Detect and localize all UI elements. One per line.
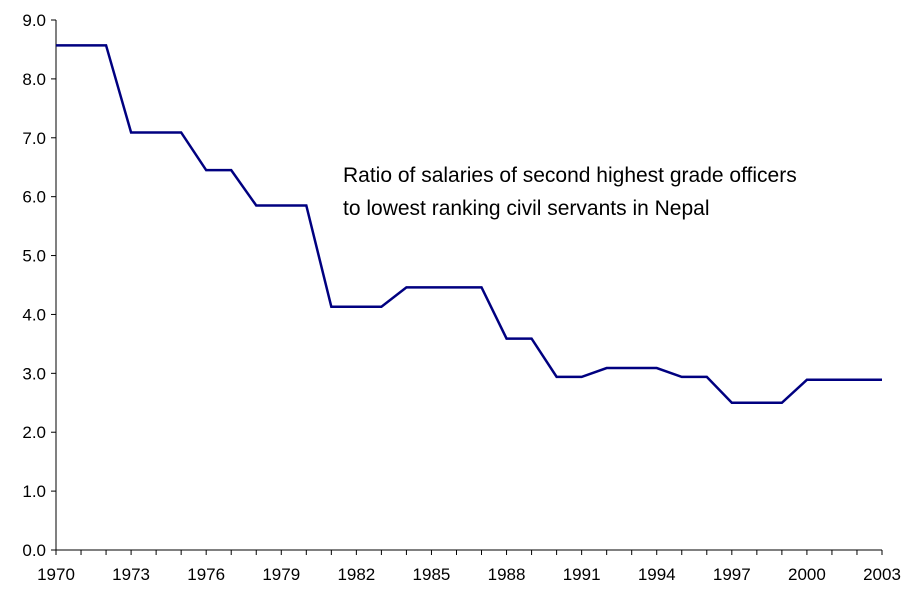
y-tick-label: 0.0 (22, 541, 46, 560)
y-tick-label: 3.0 (22, 364, 46, 383)
x-tick-label: 1988 (488, 565, 526, 584)
x-axis: 1970 1973 1976 1979 1982 1985 1988 1991 1994 1997… (37, 549, 901, 584)
series-group (56, 44, 882, 405)
y-tick-label: 9.0 (22, 11, 46, 30)
x-tick-label: 1970 (37, 565, 75, 584)
y-tick-label: 8.0 (22, 70, 46, 89)
series-line (56, 44, 882, 405)
y-axis: 0.0 1.0 2.0 3.0 4.0 5.0 6.0 7.0 8.0 9.0 (22, 11, 57, 560)
y-tick-label: 6.0 (22, 188, 46, 207)
annotation-line-1: Ratio of salaries of second highest grad… (343, 164, 797, 187)
y-tick-label: 4.0 (22, 305, 46, 324)
x-tick-label: 1991 (563, 565, 601, 584)
y-tick-label: 2.0 (22, 423, 46, 442)
x-tick-label: 2000 (788, 565, 826, 584)
x-tick-label: 1985 (413, 565, 451, 584)
x-tick-label: 1976 (187, 565, 225, 584)
x-tick-label: 2003 (863, 565, 901, 584)
x-tick-label: 1997 (713, 565, 751, 584)
annotation-line-2: to lowest ranking civil servants in Nepa… (343, 197, 710, 220)
x-tick-label: 1973 (112, 565, 150, 584)
x-tick-label: 1979 (262, 565, 300, 584)
x-tick-label: 1994 (638, 565, 676, 584)
y-tick-label: 1.0 (22, 482, 46, 501)
y-tick-label: 7.0 (22, 129, 46, 148)
x-tick-label: 1982 (337, 565, 375, 584)
y-tick-label: 5.0 (22, 247, 46, 266)
